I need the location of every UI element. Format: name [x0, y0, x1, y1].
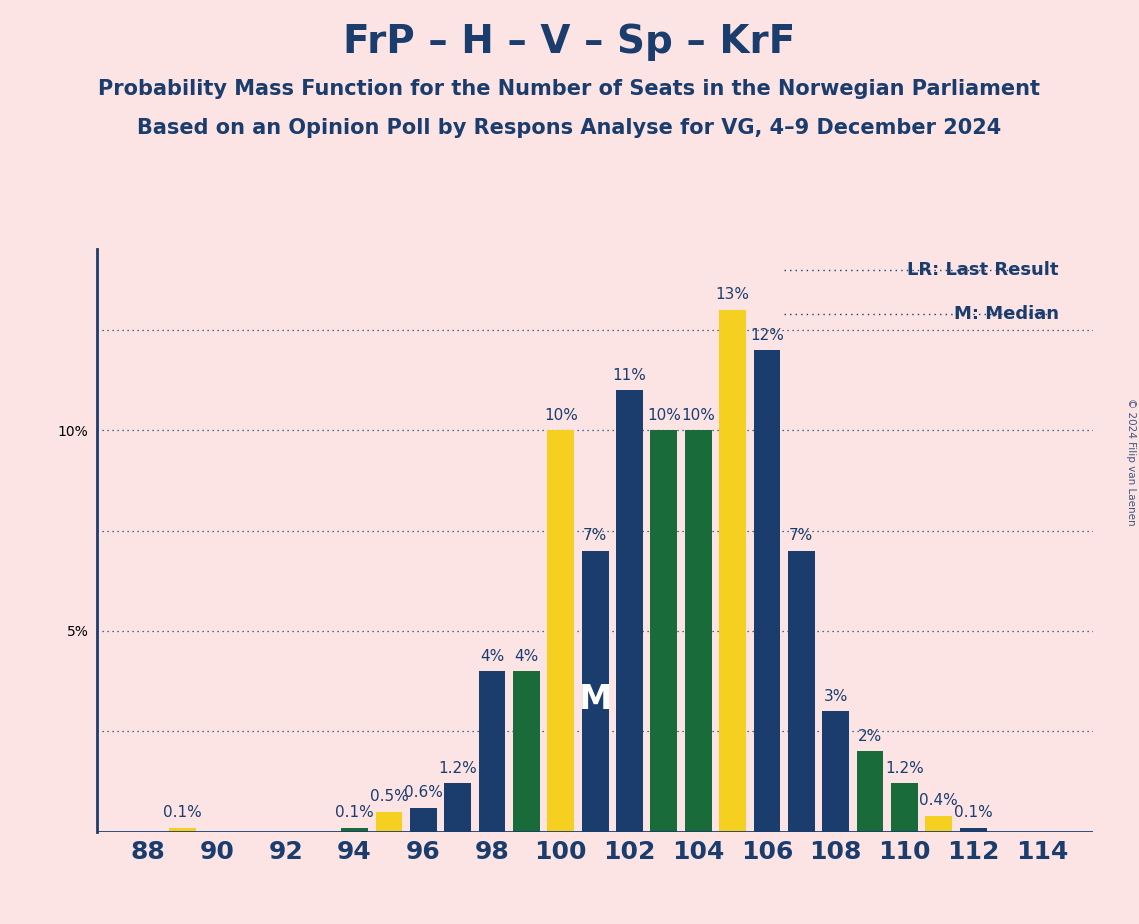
Text: 0.1%: 0.1% — [953, 806, 992, 821]
Bar — [754, 350, 780, 832]
Text: 10%: 10% — [543, 407, 577, 423]
Bar — [719, 310, 746, 832]
Bar — [513, 671, 540, 832]
Text: Based on an Opinion Poll by Respons Analyse for VG, 4–9 December 2024: Based on an Opinion Poll by Respons Anal… — [138, 118, 1001, 139]
Bar — [925, 816, 952, 832]
Text: 4%: 4% — [480, 649, 505, 663]
Text: 10%: 10% — [681, 407, 715, 423]
Bar — [410, 808, 436, 832]
Text: 7%: 7% — [789, 529, 813, 543]
Text: 4%: 4% — [515, 649, 539, 663]
Text: 3%: 3% — [823, 689, 847, 704]
Text: 0.4%: 0.4% — [919, 794, 958, 808]
Bar — [616, 390, 642, 832]
Bar — [822, 711, 849, 832]
Bar — [478, 671, 506, 832]
Bar — [650, 431, 678, 832]
Bar — [170, 828, 196, 832]
Text: © 2024 Filip van Laenen: © 2024 Filip van Laenen — [1126, 398, 1136, 526]
Bar — [857, 751, 884, 832]
Text: M: M — [579, 683, 612, 715]
Text: 0.6%: 0.6% — [404, 785, 443, 800]
Text: 2%: 2% — [858, 729, 883, 744]
Bar — [342, 828, 368, 832]
Text: 7%: 7% — [583, 529, 607, 543]
Text: 0.5%: 0.5% — [369, 789, 408, 804]
Text: 1.2%: 1.2% — [885, 761, 924, 776]
Text: 10%: 10% — [647, 407, 681, 423]
Text: M: Median: M: Median — [953, 305, 1058, 322]
Bar — [685, 431, 712, 832]
Text: LR: Last Result: LR: Last Result — [907, 261, 1058, 279]
Bar — [891, 784, 918, 832]
Text: 13%: 13% — [715, 287, 749, 302]
Text: 0.1%: 0.1% — [163, 806, 202, 821]
Bar — [788, 551, 814, 832]
Text: 11%: 11% — [613, 368, 647, 383]
Bar — [960, 828, 986, 832]
Bar — [376, 811, 402, 832]
Text: Probability Mass Function for the Number of Seats in the Norwegian Parliament: Probability Mass Function for the Number… — [98, 79, 1041, 99]
Text: 12%: 12% — [749, 328, 784, 343]
Bar — [548, 431, 574, 832]
Text: 1.2%: 1.2% — [439, 761, 477, 776]
Text: LR: LR — [446, 791, 468, 806]
Bar — [582, 551, 608, 832]
Bar — [444, 784, 472, 832]
Text: FrP – H – V – Sp – KrF: FrP – H – V – Sp – KrF — [343, 23, 796, 61]
Text: 0.1%: 0.1% — [335, 806, 374, 821]
